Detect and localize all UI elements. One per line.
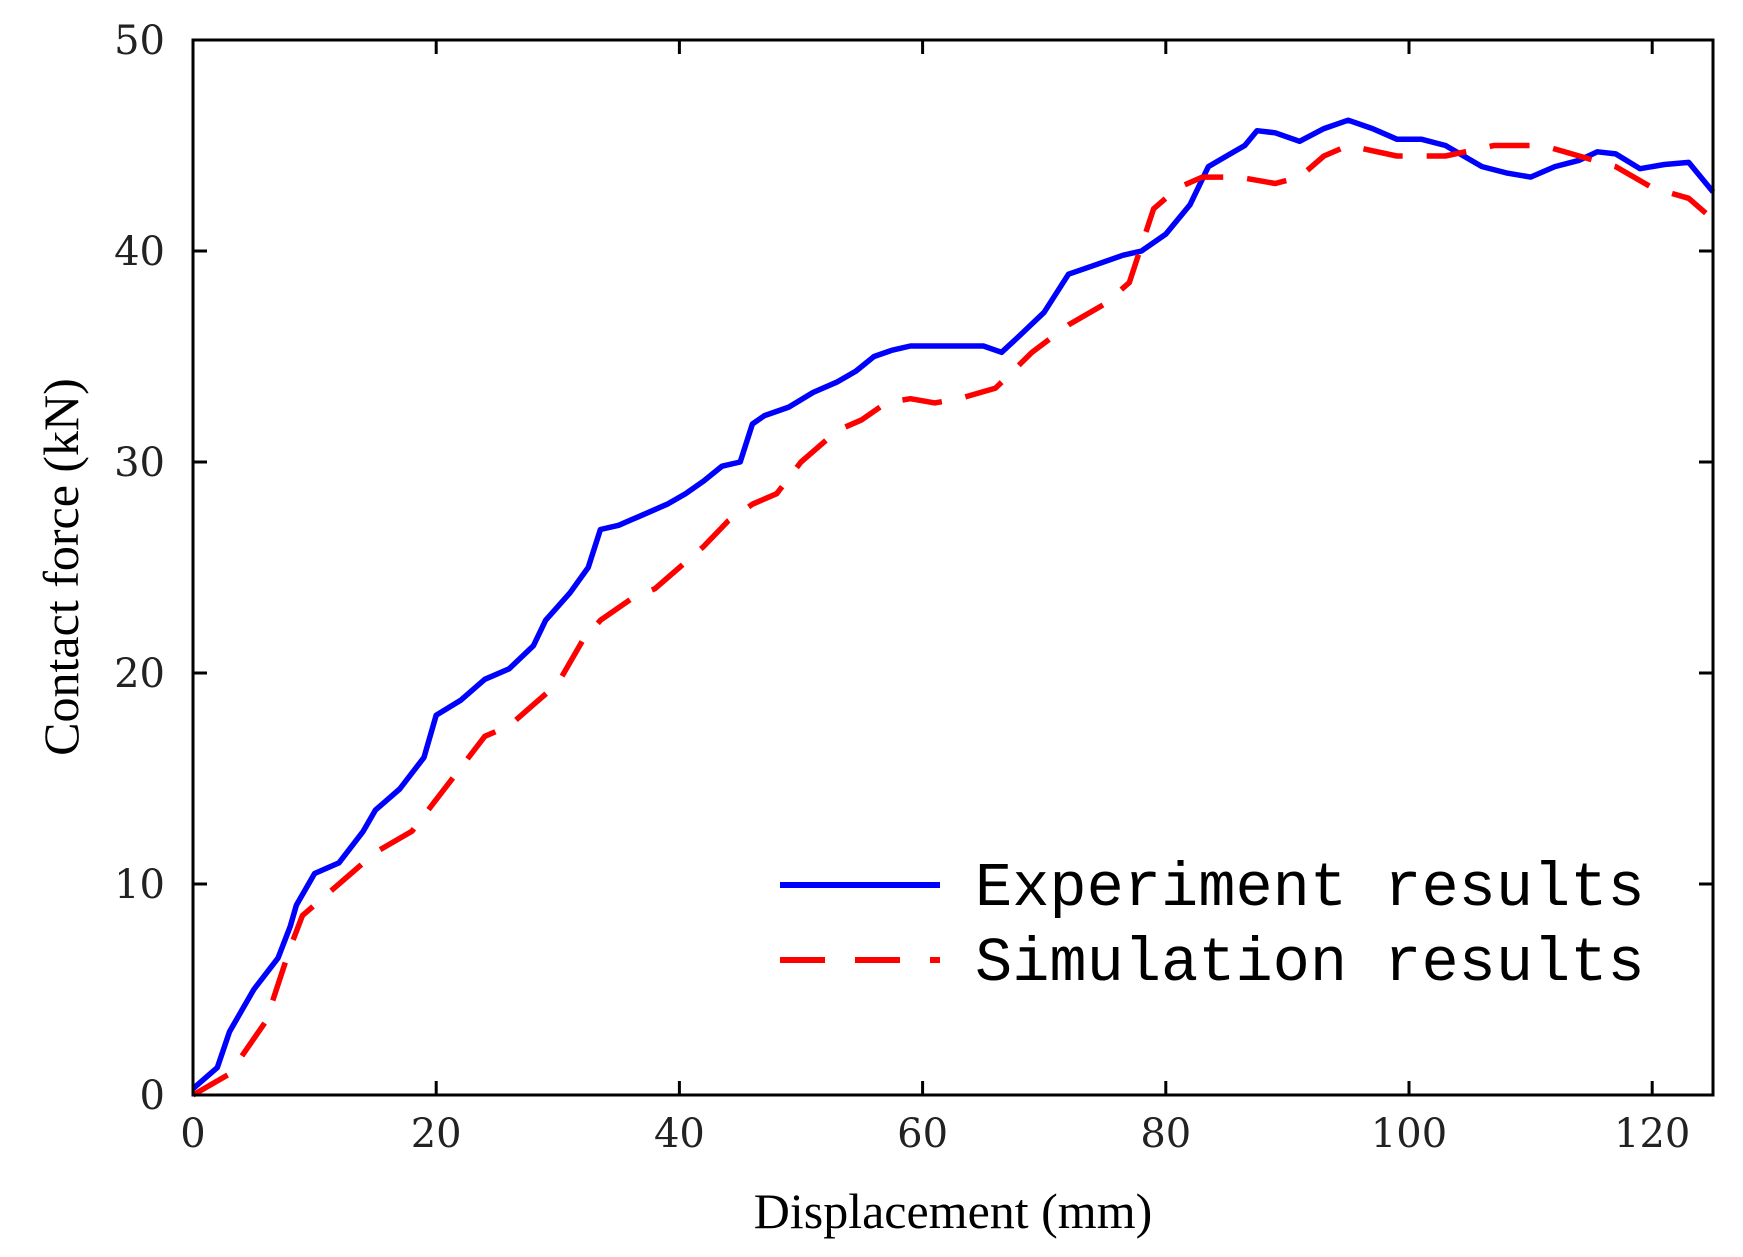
y-tick-label: 0 (140, 1073, 165, 1119)
x-tick-label: 100 (1371, 1111, 1447, 1157)
x-tick-label: 20 (411, 1111, 462, 1157)
y-tick-label: 50 (114, 18, 165, 64)
y-axis-title: Contact force (kN) (33, 378, 89, 756)
x-tick-label: 120 (1614, 1111, 1690, 1157)
line-chart: 0 20 40 60 80 100 120 0 10 20 30 40 50 Displacement … (0, 0, 1743, 1257)
legend-label: Experiment results (975, 853, 1645, 924)
legend-label: Simulation results (975, 928, 1645, 999)
x-tick-label: 0 (180, 1111, 205, 1157)
x-axis-title: Displacement (mm) (754, 1183, 1153, 1239)
y-tick-label: 40 (114, 229, 165, 275)
y-tick-label: 20 (114, 651, 165, 697)
x-tick-label: 60 (897, 1111, 948, 1157)
y-tick-label: 30 (114, 440, 165, 486)
x-tick-label: 40 (654, 1111, 705, 1157)
y-tick-label: 10 (114, 862, 165, 908)
x-tick-label: 80 (1140, 1111, 1191, 1157)
